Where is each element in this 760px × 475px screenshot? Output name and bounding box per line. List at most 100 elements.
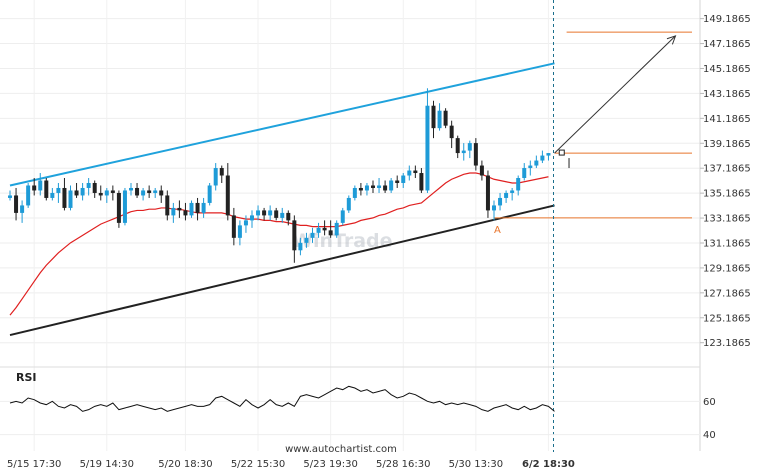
y-tick-label: 139.1865 (703, 139, 751, 150)
candle-body (56, 187, 61, 193)
candle-body (395, 180, 400, 183)
candle (485, 170, 490, 218)
pattern-point-label: A (494, 225, 501, 236)
candle-body (50, 192, 55, 198)
candle (498, 192, 503, 211)
candle (395, 175, 400, 188)
candle (135, 182, 140, 198)
candle (546, 153, 551, 161)
rsi-label: RSI (16, 371, 37, 384)
candle-body (534, 160, 539, 166)
x-tick-label: 5/19 14:30 (80, 459, 134, 470)
candle-body (389, 180, 394, 191)
candle (189, 200, 194, 218)
candle (352, 185, 357, 201)
candle-body (528, 165, 533, 169)
candle (274, 207, 279, 221)
y-tick-label: 143.1865 (703, 89, 751, 100)
y-tick-label: 127.1865 (703, 288, 751, 299)
candle (449, 120, 454, 149)
candle (389, 178, 394, 193)
candle-body (177, 207, 182, 211)
candle-body (86, 182, 91, 188)
candle-body (68, 190, 73, 208)
candle-body (498, 197, 503, 206)
projection-arrow (554, 35, 677, 169)
candle (298, 237, 303, 256)
candle (479, 160, 484, 181)
lower-channel-line (9, 204, 555, 337)
candle-body (540, 155, 545, 161)
candle-body (431, 105, 436, 129)
candle (104, 187, 109, 203)
x-grid (33, 0, 549, 451)
candle-body (546, 153, 551, 156)
candle-body (219, 168, 224, 176)
candle (304, 232, 309, 248)
candle (32, 178, 37, 196)
candle (510, 187, 515, 201)
candle-body (286, 212, 291, 221)
candle (74, 182, 79, 198)
candle-body (195, 202, 200, 213)
candle-body (32, 185, 37, 191)
candle-body (171, 207, 176, 216)
candle-body (443, 110, 448, 126)
candle (116, 190, 121, 228)
y-axis: 149.1865 147.1865 145.1865 143.1865 141.1865… (700, 14, 751, 349)
candle (14, 187, 19, 221)
candle-body (413, 170, 418, 174)
candle-body (231, 215, 236, 238)
candle (243, 215, 248, 233)
rsi-tick-label: 40 (703, 430, 716, 441)
moving-average-line (9, 172, 549, 316)
candle (262, 207, 267, 221)
candle (183, 202, 188, 221)
y-tick-label: 123.1865 (703, 338, 751, 349)
candle-body (504, 192, 509, 198)
candle (455, 135, 460, 159)
candle-body (44, 180, 49, 198)
candle-body (401, 175, 406, 183)
candle-body (74, 190, 79, 196)
candle (467, 140, 472, 159)
level-lines (494, 31, 692, 219)
candle (371, 180, 375, 193)
candle (122, 187, 127, 226)
candle-body (250, 215, 254, 221)
watermark: WinTrade (292, 230, 393, 252)
candle-body (207, 185, 212, 203)
candle-body (467, 143, 472, 151)
candle-body (322, 227, 327, 231)
candle (322, 220, 327, 236)
candle (50, 187, 55, 201)
candles (8, 88, 551, 263)
candle (207, 182, 212, 206)
candle (20, 200, 25, 223)
candle (8, 190, 12, 201)
candle-body (129, 187, 133, 191)
candle (437, 103, 442, 131)
candle-body (14, 195, 19, 213)
candle (364, 182, 369, 196)
candle-body (346, 197, 351, 211)
price-grid (0, 18, 700, 344)
candle-body (274, 210, 279, 218)
candle-body (510, 190, 515, 193)
projection-line (554, 35, 676, 154)
candle (280, 207, 285, 223)
candle-body (377, 185, 382, 188)
candle (401, 173, 406, 188)
candle (334, 220, 339, 238)
candle-body (62, 187, 67, 208)
candle (195, 197, 200, 221)
candle-body (292, 220, 297, 251)
y-tick-label: 137.1865 (703, 164, 751, 175)
y-tick-label: 149.1865 (703, 14, 751, 25)
candle-body (383, 185, 388, 191)
candle (68, 185, 73, 211)
candle-body (473, 143, 478, 166)
candle (310, 227, 315, 243)
candle (540, 150, 545, 164)
